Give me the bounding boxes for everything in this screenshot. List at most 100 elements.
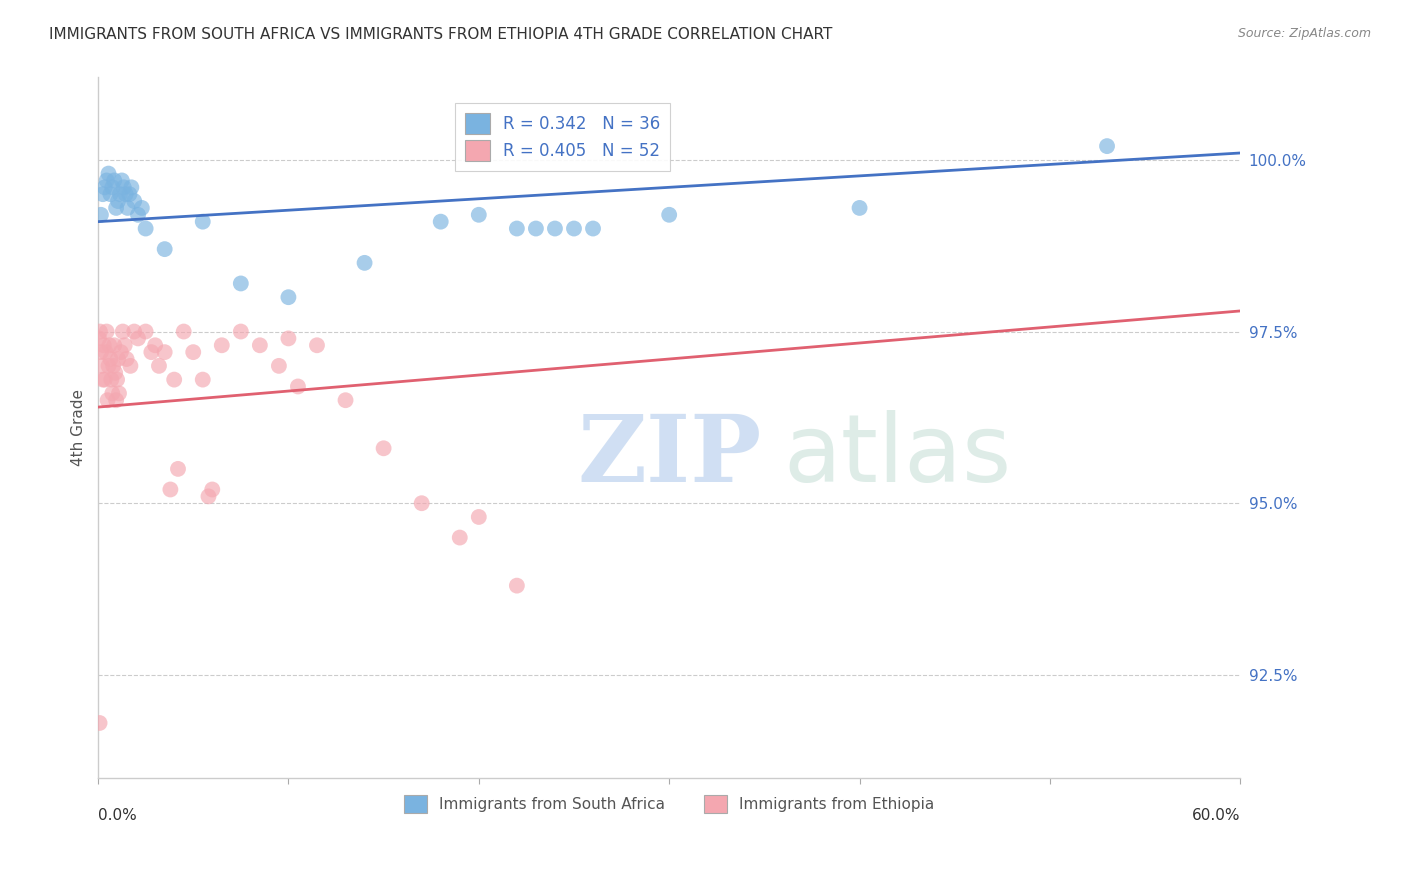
Point [143, 338, 166, 352]
Point [449, 531, 471, 545]
Point [105, 201, 128, 215]
Point [524, 221, 547, 235]
Point [277, 290, 299, 304]
Point [429, 214, 451, 228]
Point [229, 277, 252, 291]
Point [287, 379, 309, 393]
Point [112, 180, 135, 194]
Point [229, 325, 252, 339]
Text: IMMIGRANTS FROM SOUTH AFRICA VS IMMIGRANTS FROM ETHIOPIA 4TH GRADE CORRELATION C: IMMIGRANTS FROM SOUTH AFRICA VS IMMIGRAN… [49, 27, 832, 42]
Point [104, 366, 127, 380]
Point [181, 345, 204, 359]
Point [658, 208, 681, 222]
Text: atlas: atlas [783, 409, 1012, 501]
Text: Source: ZipAtlas.com: Source: ZipAtlas.com [1237, 27, 1371, 40]
Point [107, 351, 129, 366]
Point [353, 256, 375, 270]
Point [103, 338, 125, 352]
Point [120, 180, 142, 194]
Point [90, 208, 112, 222]
Point [127, 331, 149, 345]
Point [89, 716, 111, 731]
Point [117, 201, 139, 215]
Point [267, 359, 290, 373]
Point [201, 483, 224, 497]
Point [100, 351, 122, 366]
Point [582, 221, 605, 235]
Point [98, 338, 121, 352]
Point [373, 442, 395, 456]
Text: 0.0%: 0.0% [98, 808, 136, 823]
Text: ZIP: ZIP [578, 410, 762, 500]
Point [135, 325, 157, 339]
Point [114, 338, 136, 352]
Point [100, 187, 122, 202]
Point [101, 180, 124, 194]
Point [122, 194, 145, 208]
Point [105, 373, 128, 387]
Point [411, 496, 433, 510]
Point [163, 373, 186, 387]
Point [93, 373, 115, 387]
Point [277, 331, 299, 345]
Point [120, 359, 142, 373]
Point [191, 214, 214, 228]
Point [135, 221, 157, 235]
Point [96, 325, 118, 339]
Legend: Immigrants from South Africa, Immigrants from Ethiopia: Immigrants from South Africa, Immigrants… [398, 789, 941, 820]
Point [211, 338, 233, 352]
Point [153, 242, 176, 256]
Point [89, 325, 111, 339]
Point [335, 393, 357, 408]
Point [110, 345, 132, 359]
Point [118, 187, 141, 202]
Point [108, 386, 131, 401]
Point [544, 221, 567, 235]
Point [96, 173, 118, 187]
Point [115, 351, 138, 366]
Y-axis label: 4th Grade: 4th Grade [72, 389, 86, 467]
Point [100, 373, 122, 387]
Point [111, 325, 134, 339]
Point [506, 221, 529, 235]
Point [97, 393, 120, 408]
Point [173, 325, 195, 339]
Point [122, 325, 145, 339]
Point [167, 462, 190, 476]
Point [506, 579, 529, 593]
Point [91, 373, 114, 387]
Point [468, 510, 491, 524]
Point [159, 483, 181, 497]
Point [103, 359, 125, 373]
Point [93, 180, 115, 194]
Text: 60.0%: 60.0% [1192, 808, 1240, 823]
Point [107, 194, 129, 208]
Point [468, 208, 491, 222]
Point [94, 345, 117, 359]
Point [97, 359, 120, 373]
Point [87, 331, 110, 345]
Point [131, 201, 153, 215]
Point [153, 345, 176, 359]
Point [91, 187, 114, 202]
Point [249, 338, 271, 352]
Point [114, 187, 136, 202]
Point [197, 489, 219, 503]
Point [848, 201, 870, 215]
Point [108, 187, 131, 202]
Point [148, 359, 170, 373]
Point [127, 208, 149, 222]
Point [105, 393, 128, 408]
Point [1095, 139, 1118, 153]
Point [90, 345, 112, 359]
Point [97, 167, 120, 181]
Point [101, 386, 124, 401]
Point [141, 345, 163, 359]
Point [191, 373, 214, 387]
Point [305, 338, 328, 352]
Point [93, 338, 115, 352]
Point [103, 173, 125, 187]
Point [111, 173, 134, 187]
Point [562, 221, 585, 235]
Point [90, 359, 112, 373]
